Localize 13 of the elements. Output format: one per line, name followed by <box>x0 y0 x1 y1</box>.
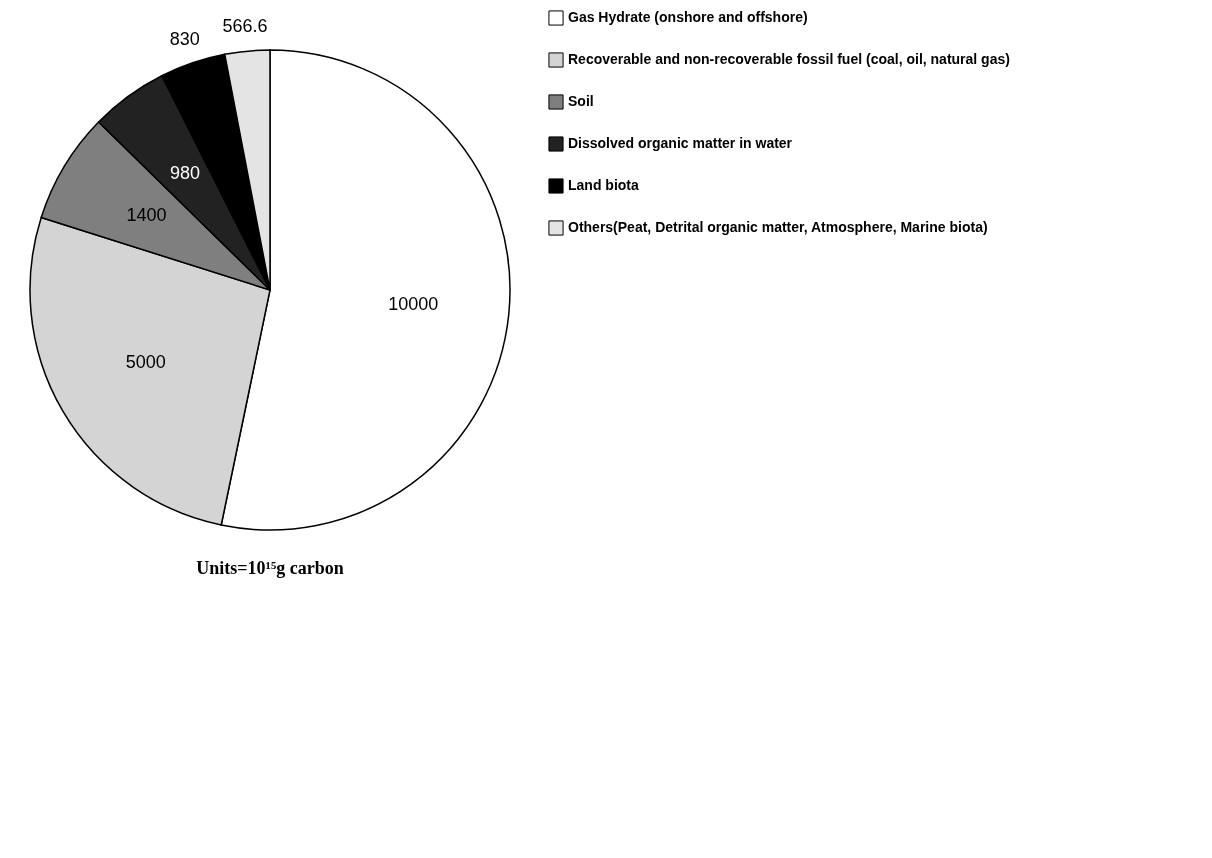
data-label: 5000 <box>125 351 166 372</box>
data-label: 830 <box>169 29 200 50</box>
legend-label: Others(Peat, Detrital organic matter, Atmosphere, Marine biota) <box>568 219 988 235</box>
text: Units=10¹⁵g carbon <box>196 558 344 578</box>
legend-label: Dissolved organic matter in water <box>568 135 793 151</box>
data-label: 1400 <box>126 204 167 225</box>
data-label: 980 <box>169 162 201 183</box>
legend-label: Gas Hydrate (onshore and offshore) <box>568 9 808 25</box>
data-label: 566.6 <box>222 16 268 37</box>
data-label: 10000 <box>388 293 439 314</box>
legend-label: Recoverable and non-recoverable fossil fuel (coal, oil, natural gas) <box>568 51 1010 67</box>
legend-label: Land biota <box>568 177 639 193</box>
legend-label: Soil <box>568 93 594 109</box>
